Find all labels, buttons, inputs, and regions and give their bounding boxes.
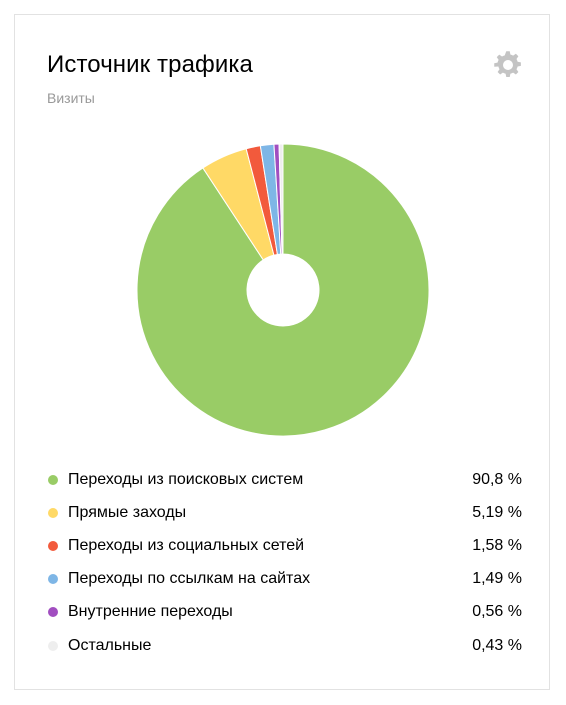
legend-dot-icon [48,540,58,551]
legend-dot-icon [48,474,58,485]
pie-slice[interactable] [136,143,430,437]
legend-dot-icon [48,607,58,618]
donut-chart [136,143,430,437]
pie-slice[interactable] [278,143,284,255]
legend-label: Внутренние переходы [68,603,233,621]
legend-value: 5,19 % [472,503,522,521]
legend-dot-icon [48,507,58,518]
legend-item[interactable]: Переходы из социальных сетей 1,58 % [48,529,522,562]
legend-label: Переходы из поисковых систем [68,470,304,488]
legend-label: Прямые заходы [68,503,187,521]
gear-icon[interactable] [493,50,523,80]
legend-label: Переходы по ссылкам на сайтах [68,570,311,588]
legend-label: Переходы из социальных сетей [68,536,305,554]
card-title: Источник трафика [47,51,253,78]
legend-item[interactable]: Внутренние переходы 0,56 % [48,596,522,629]
legend-item[interactable]: Переходы из поисковых систем 90,8 % [48,463,522,496]
legend-value: 0,43 % [472,636,522,654]
legend-label: Остальные [68,636,152,654]
legend-item[interactable]: Переходы по ссылкам на сайтах 1,49 % [48,563,522,596]
legend-value: 0,56 % [472,603,522,621]
card-subtitle: Визиты [47,90,95,106]
legend-value: 1,49 % [472,570,522,588]
legend-dot-icon [48,640,58,651]
legend-dot-icon [48,574,58,585]
traffic-source-card: Источник трафика Визиты Переходы из поис… [14,14,550,690]
legend-value: 90,8 % [472,470,522,488]
legend-item[interactable]: Остальные 0,43 % [48,629,522,662]
legend-item[interactable]: Прямые заходы 5,19 % [48,496,522,529]
chart-legend: Переходы из поисковых систем 90,8 % Прямые… [48,463,522,662]
legend-value: 1,58 % [472,536,522,554]
